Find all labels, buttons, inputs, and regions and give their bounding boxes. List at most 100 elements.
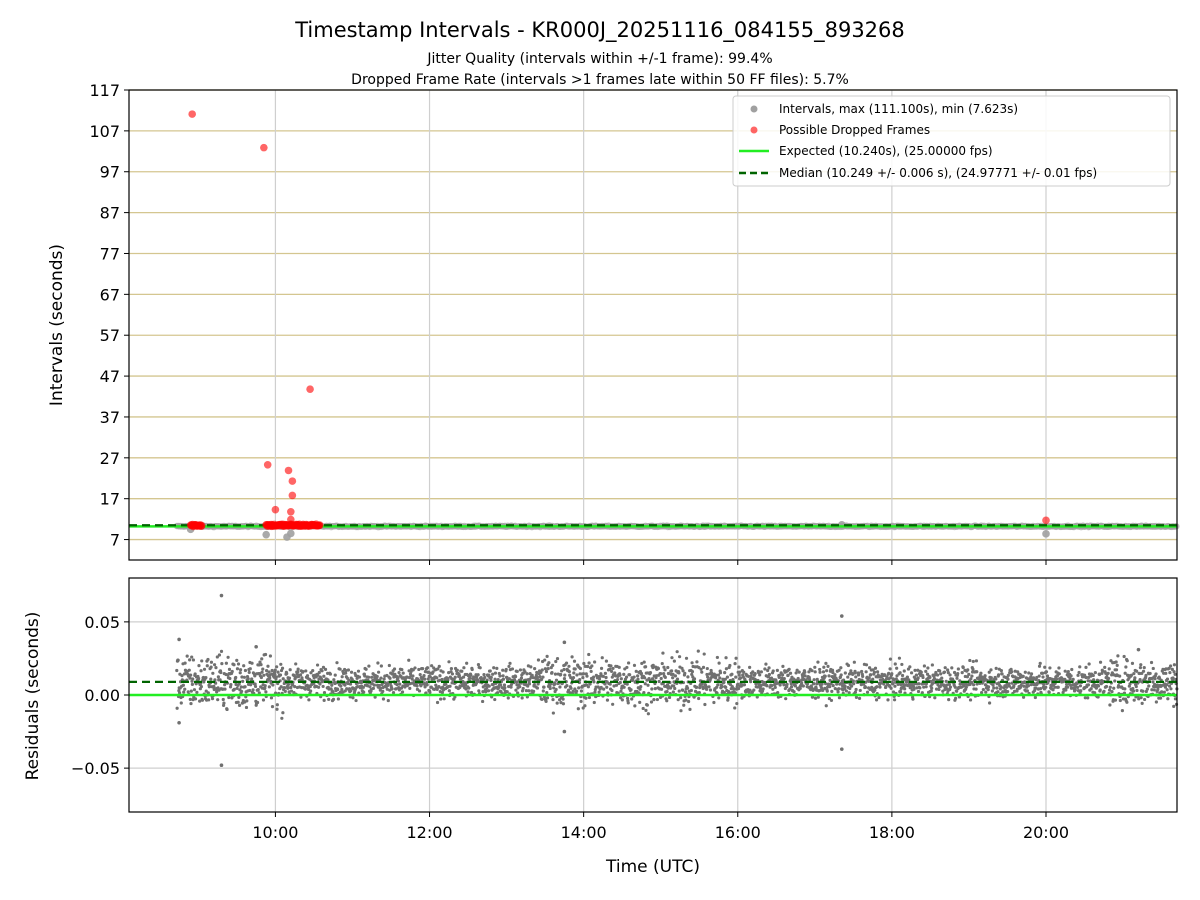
- residual-point: [930, 663, 934, 667]
- residual-point: [211, 671, 215, 675]
- residuals-ytick-label: −0.05: [71, 759, 120, 778]
- dropped-frame-point: [271, 505, 280, 514]
- residual-point: [1006, 673, 1010, 677]
- residual-point: [736, 682, 740, 686]
- residual-point: [1021, 695, 1026, 699]
- residual-point: [565, 683, 569, 688]
- residual-point: [671, 690, 675, 694]
- residual-point: [559, 672, 563, 677]
- residual-point: [642, 660, 646, 664]
- residual-point: [489, 678, 493, 682]
- residual-point: [843, 687, 847, 691]
- residual-point: [578, 666, 583, 671]
- residual-point: [461, 675, 466, 679]
- residual-point: [971, 659, 975, 664]
- residual-point: [766, 668, 770, 673]
- residual-point: [543, 658, 547, 662]
- residual-point: [759, 670, 764, 674]
- residual-point: [701, 686, 705, 691]
- residual-point: [244, 705, 249, 710]
- residual-point: [317, 670, 321, 675]
- residual-point: [262, 673, 266, 677]
- residual-point: [782, 677, 786, 681]
- residual-point: [1054, 677, 1059, 681]
- residual-point: [175, 668, 179, 673]
- residual-point: [586, 664, 590, 669]
- residual-point: [630, 697, 634, 701]
- residual-point: [793, 684, 798, 688]
- residual-point: [1064, 682, 1069, 687]
- residual-point: [946, 671, 950, 675]
- intervals-x-ticks: [274, 560, 1047, 565]
- residual-point: [769, 676, 774, 680]
- residual-point: [609, 664, 613, 668]
- residual-point: [1145, 687, 1149, 691]
- residual-point: [671, 676, 675, 680]
- residual-point: [854, 675, 858, 679]
- residual-point: [734, 656, 738, 660]
- residual-point: [1116, 684, 1121, 688]
- residual-point: [690, 670, 695, 674]
- residual-point: [638, 687, 642, 691]
- residual-point: [1165, 688, 1169, 692]
- residual-point: [632, 663, 637, 668]
- residual-point: [1107, 667, 1111, 671]
- residual-point: [555, 701, 559, 705]
- residual-point: [587, 695, 592, 700]
- residual-point: [200, 698, 205, 702]
- residual-point: [260, 670, 264, 674]
- intervals-y-axis-label: Intervals (seconds): [47, 244, 67, 406]
- residual-point: [315, 663, 320, 667]
- residual-point: [861, 674, 865, 679]
- residual-point: [213, 678, 217, 682]
- residual-point: [263, 652, 268, 657]
- residual-point: [197, 676, 201, 681]
- dropped-frames-points: [186, 110, 1050, 531]
- residual-point: [1112, 686, 1116, 690]
- residual-point: [776, 691, 780, 695]
- residual-point: [366, 675, 371, 679]
- residual-point: [1070, 667, 1074, 672]
- residual-point: [827, 696, 831, 701]
- residual-point: [854, 687, 858, 692]
- residual-point: [857, 696, 862, 700]
- residual-point: [1123, 687, 1127, 691]
- residual-point: [281, 711, 285, 715]
- residual-point: [617, 665, 621, 669]
- residual-point: [1057, 672, 1061, 676]
- residual-point: [618, 680, 622, 685]
- residual-point: [680, 666, 684, 670]
- residual-point: [216, 675, 220, 679]
- residual-point: [611, 702, 615, 706]
- residual-point: [206, 691, 210, 695]
- residual-point: [999, 685, 1003, 689]
- residual-point: [572, 671, 576, 675]
- residual-point: [193, 672, 197, 676]
- residual-point: [948, 673, 952, 677]
- residual-point: [833, 673, 837, 677]
- residual-point: [649, 700, 654, 704]
- dropped-frame-point: [284, 466, 293, 475]
- residual-point: [670, 656, 674, 660]
- residual-point: [1172, 704, 1176, 708]
- residual-point: [797, 670, 801, 674]
- residual-point: [476, 662, 481, 667]
- residual-point: [1037, 664, 1042, 668]
- residual-point: [296, 667, 300, 671]
- residual-point: [269, 696, 274, 700]
- intervals-ytick-label: 67: [100, 285, 120, 304]
- residual-point: [428, 675, 432, 679]
- residual-point: [892, 698, 897, 702]
- residual-point: [1051, 688, 1055, 692]
- residual-point: [344, 668, 348, 673]
- residual-point: [1066, 685, 1070, 689]
- residual-point: [510, 667, 515, 671]
- residual-point: [544, 699, 548, 703]
- legend-entry-expected: Expected (10.240s), (25.00000 fps): [779, 144, 993, 158]
- residual-point: [932, 676, 937, 681]
- residual-point: [708, 688, 713, 692]
- residual-point: [706, 675, 710, 679]
- residual-point: [670, 669, 674, 673]
- residual-point: [582, 661, 586, 666]
- residual-point: [435, 676, 439, 680]
